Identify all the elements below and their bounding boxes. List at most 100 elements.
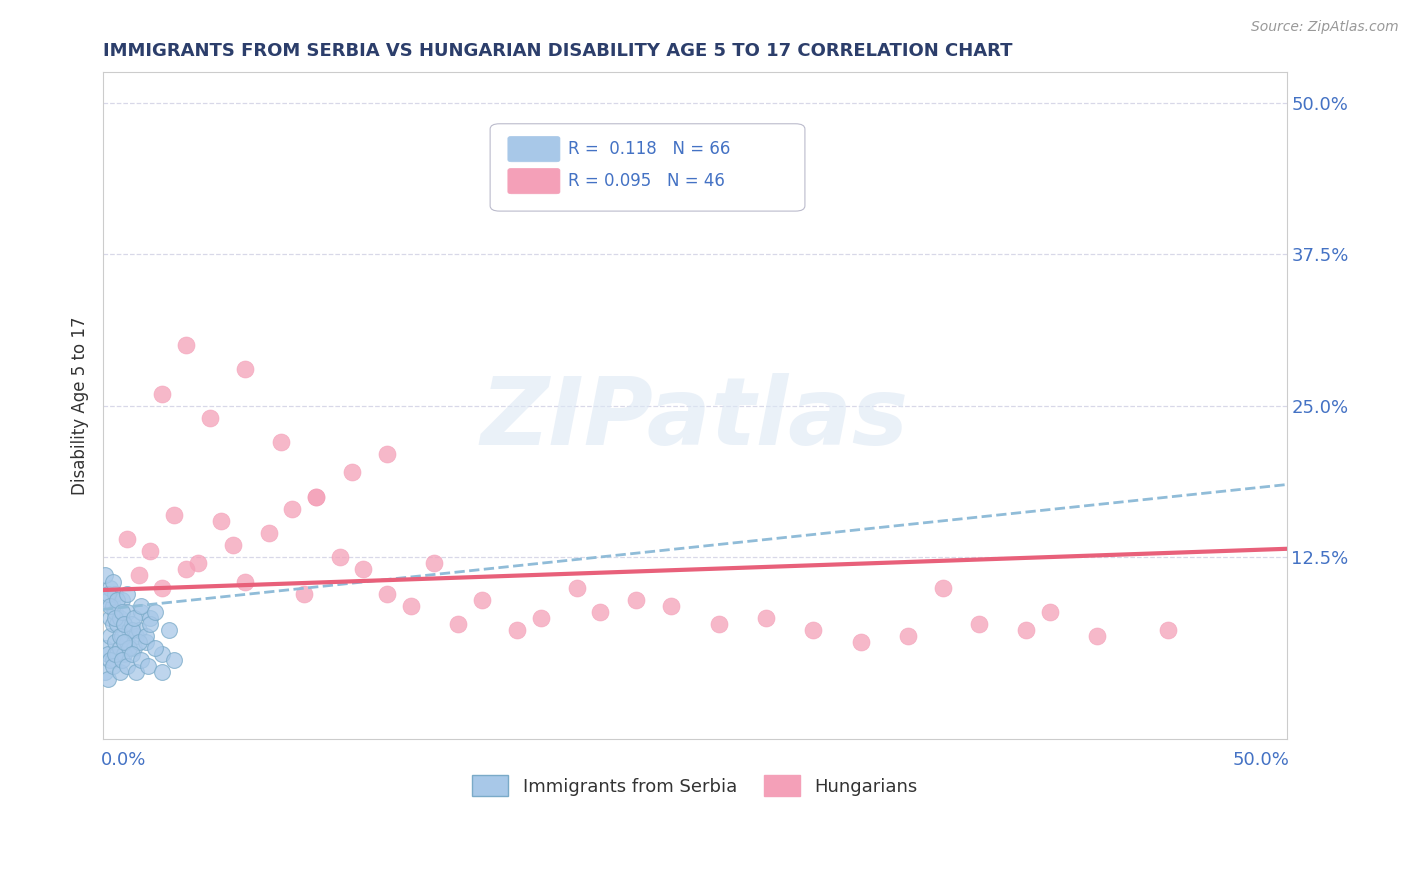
Point: [471, 592, 494, 607]
Point: [270, 435, 292, 450]
Point: [222, 538, 245, 552]
Point: [353, 562, 375, 576]
Point: [128, 635, 150, 649]
Point: [101, 574, 124, 589]
Point: [139, 611, 162, 625]
Point: [233, 362, 256, 376]
Point: [111, 653, 134, 667]
Point: [125, 665, 148, 680]
Text: IMMIGRANTS FROM SERBIA VS HUNGARIAN DISABILITY AGE 5 TO 17 CORRELATION CHART: IMMIGRANTS FROM SERBIA VS HUNGARIAN DISA…: [103, 42, 1012, 60]
Point: [174, 338, 197, 352]
Point: [897, 629, 920, 643]
Point: [129, 599, 152, 613]
FancyBboxPatch shape: [491, 124, 804, 211]
Point: [129, 653, 152, 667]
Point: [111, 592, 134, 607]
Point: [150, 647, 173, 661]
Point: [399, 599, 422, 613]
Legend: Immigrants from Serbia, Hungarians: Immigrants from Serbia, Hungarians: [465, 768, 925, 804]
Point: [104, 611, 127, 625]
Point: [104, 635, 127, 649]
Point: [94, 641, 117, 656]
Point: [305, 490, 328, 504]
Point: [105, 617, 128, 632]
Point: [94, 665, 117, 680]
Point: [447, 617, 470, 632]
Point: [150, 665, 173, 680]
Point: [292, 587, 315, 601]
Point: [967, 617, 990, 632]
Point: [135, 635, 157, 649]
Point: [375, 587, 398, 601]
Point: [108, 611, 131, 625]
Point: [114, 647, 136, 661]
Text: R = 0.095   N = 46: R = 0.095 N = 46: [568, 172, 725, 190]
Point: [105, 647, 128, 661]
Point: [139, 544, 162, 558]
Point: [114, 635, 136, 649]
Point: [114, 617, 136, 632]
Point: [104, 647, 127, 661]
Point: [340, 466, 363, 480]
Point: [104, 605, 127, 619]
Point: [105, 592, 128, 607]
Text: Source: ZipAtlas.com: Source: ZipAtlas.com: [1251, 20, 1399, 34]
Point: [101, 659, 124, 673]
Point: [136, 659, 159, 673]
Point: [150, 386, 173, 401]
Point: [375, 447, 398, 461]
Point: [1085, 629, 1108, 643]
Point: [125, 629, 148, 643]
Point: [97, 592, 120, 607]
Point: [98, 653, 121, 667]
Point: [755, 611, 778, 625]
Point: [150, 581, 173, 595]
Point: [707, 617, 730, 632]
Point: [932, 581, 955, 595]
Point: [198, 410, 221, 425]
Point: [111, 605, 134, 619]
Point: [108, 641, 131, 656]
Point: [101, 653, 124, 667]
Point: [1015, 623, 1038, 637]
Point: [108, 665, 131, 680]
Point: [163, 653, 186, 667]
Point: [122, 641, 145, 656]
Point: [98, 611, 121, 625]
Point: [101, 599, 124, 613]
Point: [115, 635, 138, 649]
Point: [157, 623, 180, 637]
Point: [1157, 623, 1180, 637]
Point: [211, 514, 233, 528]
Point: [589, 605, 612, 619]
Point: [115, 587, 138, 601]
Point: [257, 526, 280, 541]
Point: [233, 574, 256, 589]
Point: [97, 672, 120, 686]
Point: [174, 562, 197, 576]
Point: [98, 599, 121, 613]
Point: [121, 617, 143, 632]
FancyBboxPatch shape: [508, 169, 560, 194]
Point: [122, 611, 145, 625]
Point: [97, 647, 120, 661]
Text: 50.0%: 50.0%: [1232, 751, 1289, 769]
Point: [1039, 605, 1062, 619]
Y-axis label: Disability Age 5 to 17: Disability Age 5 to 17: [72, 317, 89, 495]
Point: [305, 490, 328, 504]
Point: [98, 629, 121, 643]
Point: [329, 550, 352, 565]
Point: [111, 629, 134, 643]
Point: [115, 659, 138, 673]
Text: 0.0%: 0.0%: [101, 751, 146, 769]
Point: [128, 623, 150, 637]
Point: [281, 501, 304, 516]
Point: [135, 629, 157, 643]
Point: [121, 623, 143, 637]
Point: [98, 581, 121, 595]
Point: [118, 641, 141, 656]
Point: [565, 581, 588, 595]
Point: [104, 587, 127, 601]
Text: ZIPatlas: ZIPatlas: [481, 373, 908, 465]
Point: [115, 605, 138, 619]
